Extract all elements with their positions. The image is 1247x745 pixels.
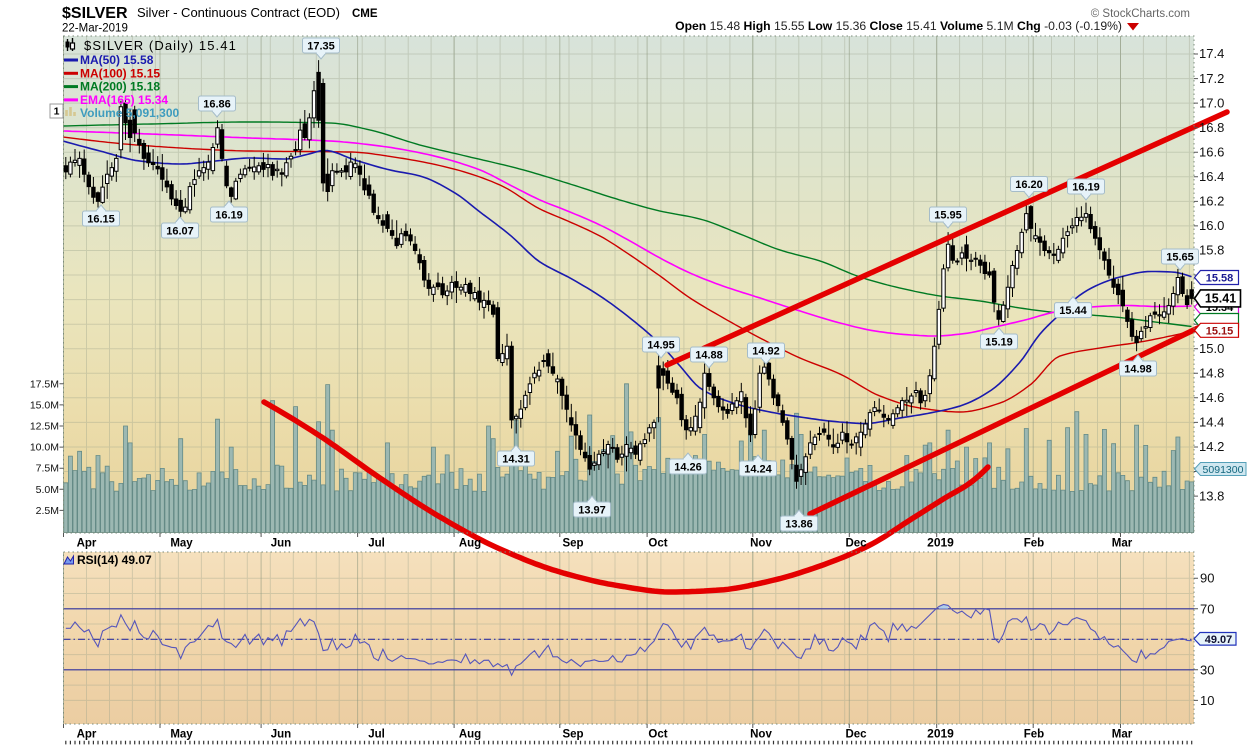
svg-text:17.35: 17.35 [307,41,335,53]
svg-text:Volume 5,091,300: Volume 5,091,300 [80,106,179,120]
svg-text:90: 90 [1200,571,1214,586]
svg-text:17.2: 17.2 [1199,71,1224,86]
svg-text:2019: 2019 [927,536,954,550]
svg-text:Aug: Aug [459,538,481,550]
svg-text:15.0: 15.0 [1199,341,1224,356]
svg-text:17.5M: 17.5M [30,378,59,390]
svg-text:16.86: 16.86 [203,99,231,111]
svg-text:17.0: 17.0 [1199,95,1224,110]
svg-text:16.6: 16.6 [1199,144,1224,159]
svg-text:Oct: Oct [648,538,667,550]
svg-text:30: 30 [1200,662,1214,677]
svg-text:2019: 2019 [927,727,954,741]
svg-text:10.0M: 10.0M [30,442,59,454]
svg-text:Apr: Apr [77,729,97,741]
svg-text:© StockCharts.com: © StockCharts.com [1091,8,1190,20]
svg-text:17.4: 17.4 [1199,46,1224,61]
svg-text:Nov: Nov [750,729,772,741]
svg-text:2.5M: 2.5M [36,505,59,517]
svg-text:May: May [170,729,193,741]
svg-text:$SILVER: $SILVER [62,5,128,22]
svg-text:5.0M: 5.0M [36,484,59,496]
svg-text:16.07: 16.07 [166,226,194,238]
svg-text:16.2: 16.2 [1199,194,1224,209]
svg-text:14.8: 14.8 [1199,365,1224,380]
svg-text:16.0: 16.0 [1199,218,1224,233]
svg-text:Dec: Dec [845,538,867,550]
svg-text:Feb: Feb [1024,729,1044,741]
svg-text:14.2: 14.2 [1199,439,1224,454]
svg-text:Apr: Apr [77,538,97,550]
svg-text:13.86: 13.86 [785,519,813,531]
svg-text:15.15: 15.15 [1206,325,1234,337]
svg-text:14.6: 14.6 [1199,390,1224,405]
svg-text:14.26: 14.26 [674,462,702,474]
svg-text:5091300: 5091300 [1203,464,1244,476]
svg-text:Mar: Mar [1112,729,1133,741]
svg-text:16.19: 16.19 [1072,182,1100,194]
svg-text:16.4: 16.4 [1199,169,1224,184]
svg-text:MA(200) 15.18: MA(200) 15.18 [80,80,160,94]
svg-text:May: May [170,538,193,550]
svg-text:Sep: Sep [562,538,583,550]
svg-text:14.4: 14.4 [1199,415,1224,430]
svg-text:Dec: Dec [845,729,867,741]
svg-text:15.44: 15.44 [1059,305,1087,317]
svg-text:49.07: 49.07 [1205,634,1233,646]
svg-text:7.5M: 7.5M [36,463,59,475]
svg-text:Jul: Jul [368,538,385,550]
svg-text:Feb: Feb [1024,538,1044,550]
svg-text:12.5M: 12.5M [30,421,59,433]
svg-text:14.24: 14.24 [744,464,772,476]
svg-text:15.41: 15.41 [1205,291,1236,305]
svg-text:14.98: 14.98 [1124,364,1152,376]
svg-text:15.58: 15.58 [1206,272,1234,284]
svg-text:Sep: Sep [562,729,583,741]
svg-text:Nov: Nov [750,538,772,550]
svg-text:13.8: 13.8 [1199,488,1224,503]
svg-text:22-Mar-2019: 22-Mar-2019 [62,23,128,35]
svg-text:14.88: 14.88 [695,350,723,362]
svg-text:16.19: 16.19 [215,210,243,222]
svg-text:16.15: 16.15 [87,214,115,226]
svg-text:EMA(165) 15.34: EMA(165) 15.34 [80,93,168,107]
svg-text:Jun: Jun [271,538,291,550]
svg-text:$SILVER (Daily) 15.41: $SILVER (Daily) 15.41 [84,38,237,53]
svg-text:CME: CME [352,8,378,20]
svg-text:MA(50) 15.58: MA(50) 15.58 [80,53,154,67]
svg-text:14.92: 14.92 [752,346,780,358]
svg-text:Open 15.48 High 15.55 Low 15.3: Open 15.48 High 15.55 Low 15.36 Close 15… [675,19,1122,33]
svg-text:16.8: 16.8 [1199,120,1224,135]
svg-text:13.97: 13.97 [578,505,606,517]
svg-text:Oct: Oct [648,729,667,741]
svg-text:Jul: Jul [368,729,385,741]
svg-text:14.95: 14.95 [647,340,675,352]
svg-text:Mar: Mar [1112,538,1133,550]
svg-text:RSI(14) 49.07: RSI(14) 49.07 [77,553,152,567]
svg-text:15.8: 15.8 [1199,243,1224,258]
svg-text:10: 10 [1200,693,1214,708]
svg-text:16.20: 16.20 [1015,179,1043,191]
svg-text:14.31: 14.31 [502,454,530,466]
svg-text:MA(100) 15.15: MA(100) 15.15 [80,66,160,80]
svg-text:Jun: Jun [271,729,291,741]
svg-text:15.19: 15.19 [985,337,1013,349]
svg-text:15.0M: 15.0M [30,399,59,411]
svg-text:15.65: 15.65 [1166,252,1194,264]
svg-text:1: 1 [54,106,60,118]
svg-text:15.95: 15.95 [934,210,962,222]
svg-text:70: 70 [1200,601,1214,616]
svg-text:Silver - Continuous Contract (: Silver - Continuous Contract (EOD) [137,5,340,20]
svg-text:Aug: Aug [459,729,481,741]
